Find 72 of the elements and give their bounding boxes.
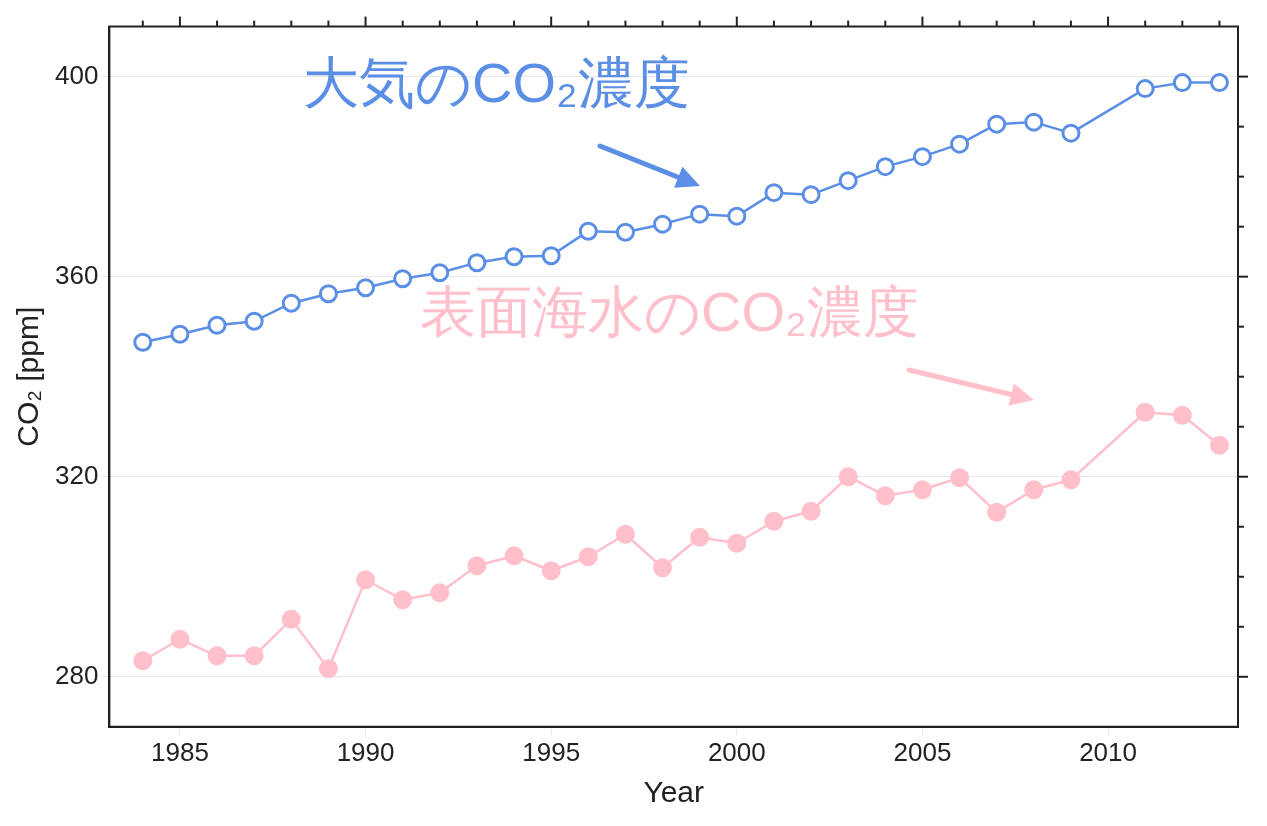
point (430, 263, 450, 283)
point (467, 556, 487, 576)
point (764, 183, 784, 203)
point (281, 609, 301, 629)
point (912, 480, 932, 500)
point (987, 114, 1007, 134)
point (1172, 73, 1192, 93)
point (727, 206, 747, 226)
point (615, 222, 635, 242)
point (318, 284, 338, 304)
point (912, 147, 932, 167)
x-tick-label: 2000 (707, 736, 766, 767)
text: 表面海水のCO₂濃度 (420, 279, 919, 344)
point (1135, 402, 1155, 422)
point (1061, 123, 1081, 143)
point (504, 247, 524, 267)
x-tick-label: 2010 (1079, 736, 1137, 767)
y-tick-label: 360 (54, 259, 99, 290)
point (1135, 79, 1155, 99)
point (244, 311, 264, 331)
point (281, 293, 301, 313)
point (541, 561, 561, 581)
x-axis-title: Year (643, 775, 704, 809)
point (1209, 435, 1229, 455)
series-label: 大気のCO₂濃度 (302, 51, 690, 116)
point (1209, 73, 1229, 93)
point (801, 501, 821, 521)
point (875, 486, 895, 506)
point (1061, 470, 1081, 490)
point (578, 221, 598, 241)
point (578, 547, 598, 567)
point (356, 570, 376, 590)
y-tick-label: 400 (54, 59, 99, 90)
point (690, 527, 710, 547)
point (690, 204, 710, 224)
point (430, 583, 450, 603)
x-tick-label: 1990 (336, 736, 395, 767)
point (1024, 112, 1044, 132)
y-tick-label: 280 (54, 659, 99, 690)
point (207, 646, 227, 666)
point (133, 651, 153, 671)
y-axis-title: CO₂ [ppm] (11, 306, 45, 447)
point (393, 590, 413, 610)
point (1172, 405, 1192, 425)
point (1024, 480, 1044, 500)
point (838, 467, 858, 487)
point (727, 533, 747, 553)
point (801, 185, 821, 205)
point (244, 646, 264, 666)
point (318, 659, 338, 679)
point (170, 324, 190, 344)
point (950, 134, 970, 154)
point (504, 546, 524, 566)
point (207, 315, 227, 335)
point (170, 629, 190, 649)
point (764, 511, 784, 531)
point (950, 468, 970, 488)
point (653, 214, 673, 234)
point (875, 157, 895, 177)
y-tick-label: 320 (54, 459, 99, 490)
point (467, 253, 487, 273)
point (541, 246, 561, 266)
x-tick-label: 2005 (893, 736, 952, 767)
point (356, 278, 376, 298)
point (615, 524, 635, 544)
point (133, 332, 153, 352)
x-tick-label: 1985 (151, 736, 209, 767)
point (987, 502, 1007, 522)
point (393, 269, 413, 289)
point (838, 171, 858, 191)
x-tick-label: 1995 (522, 736, 581, 767)
point (653, 558, 673, 578)
